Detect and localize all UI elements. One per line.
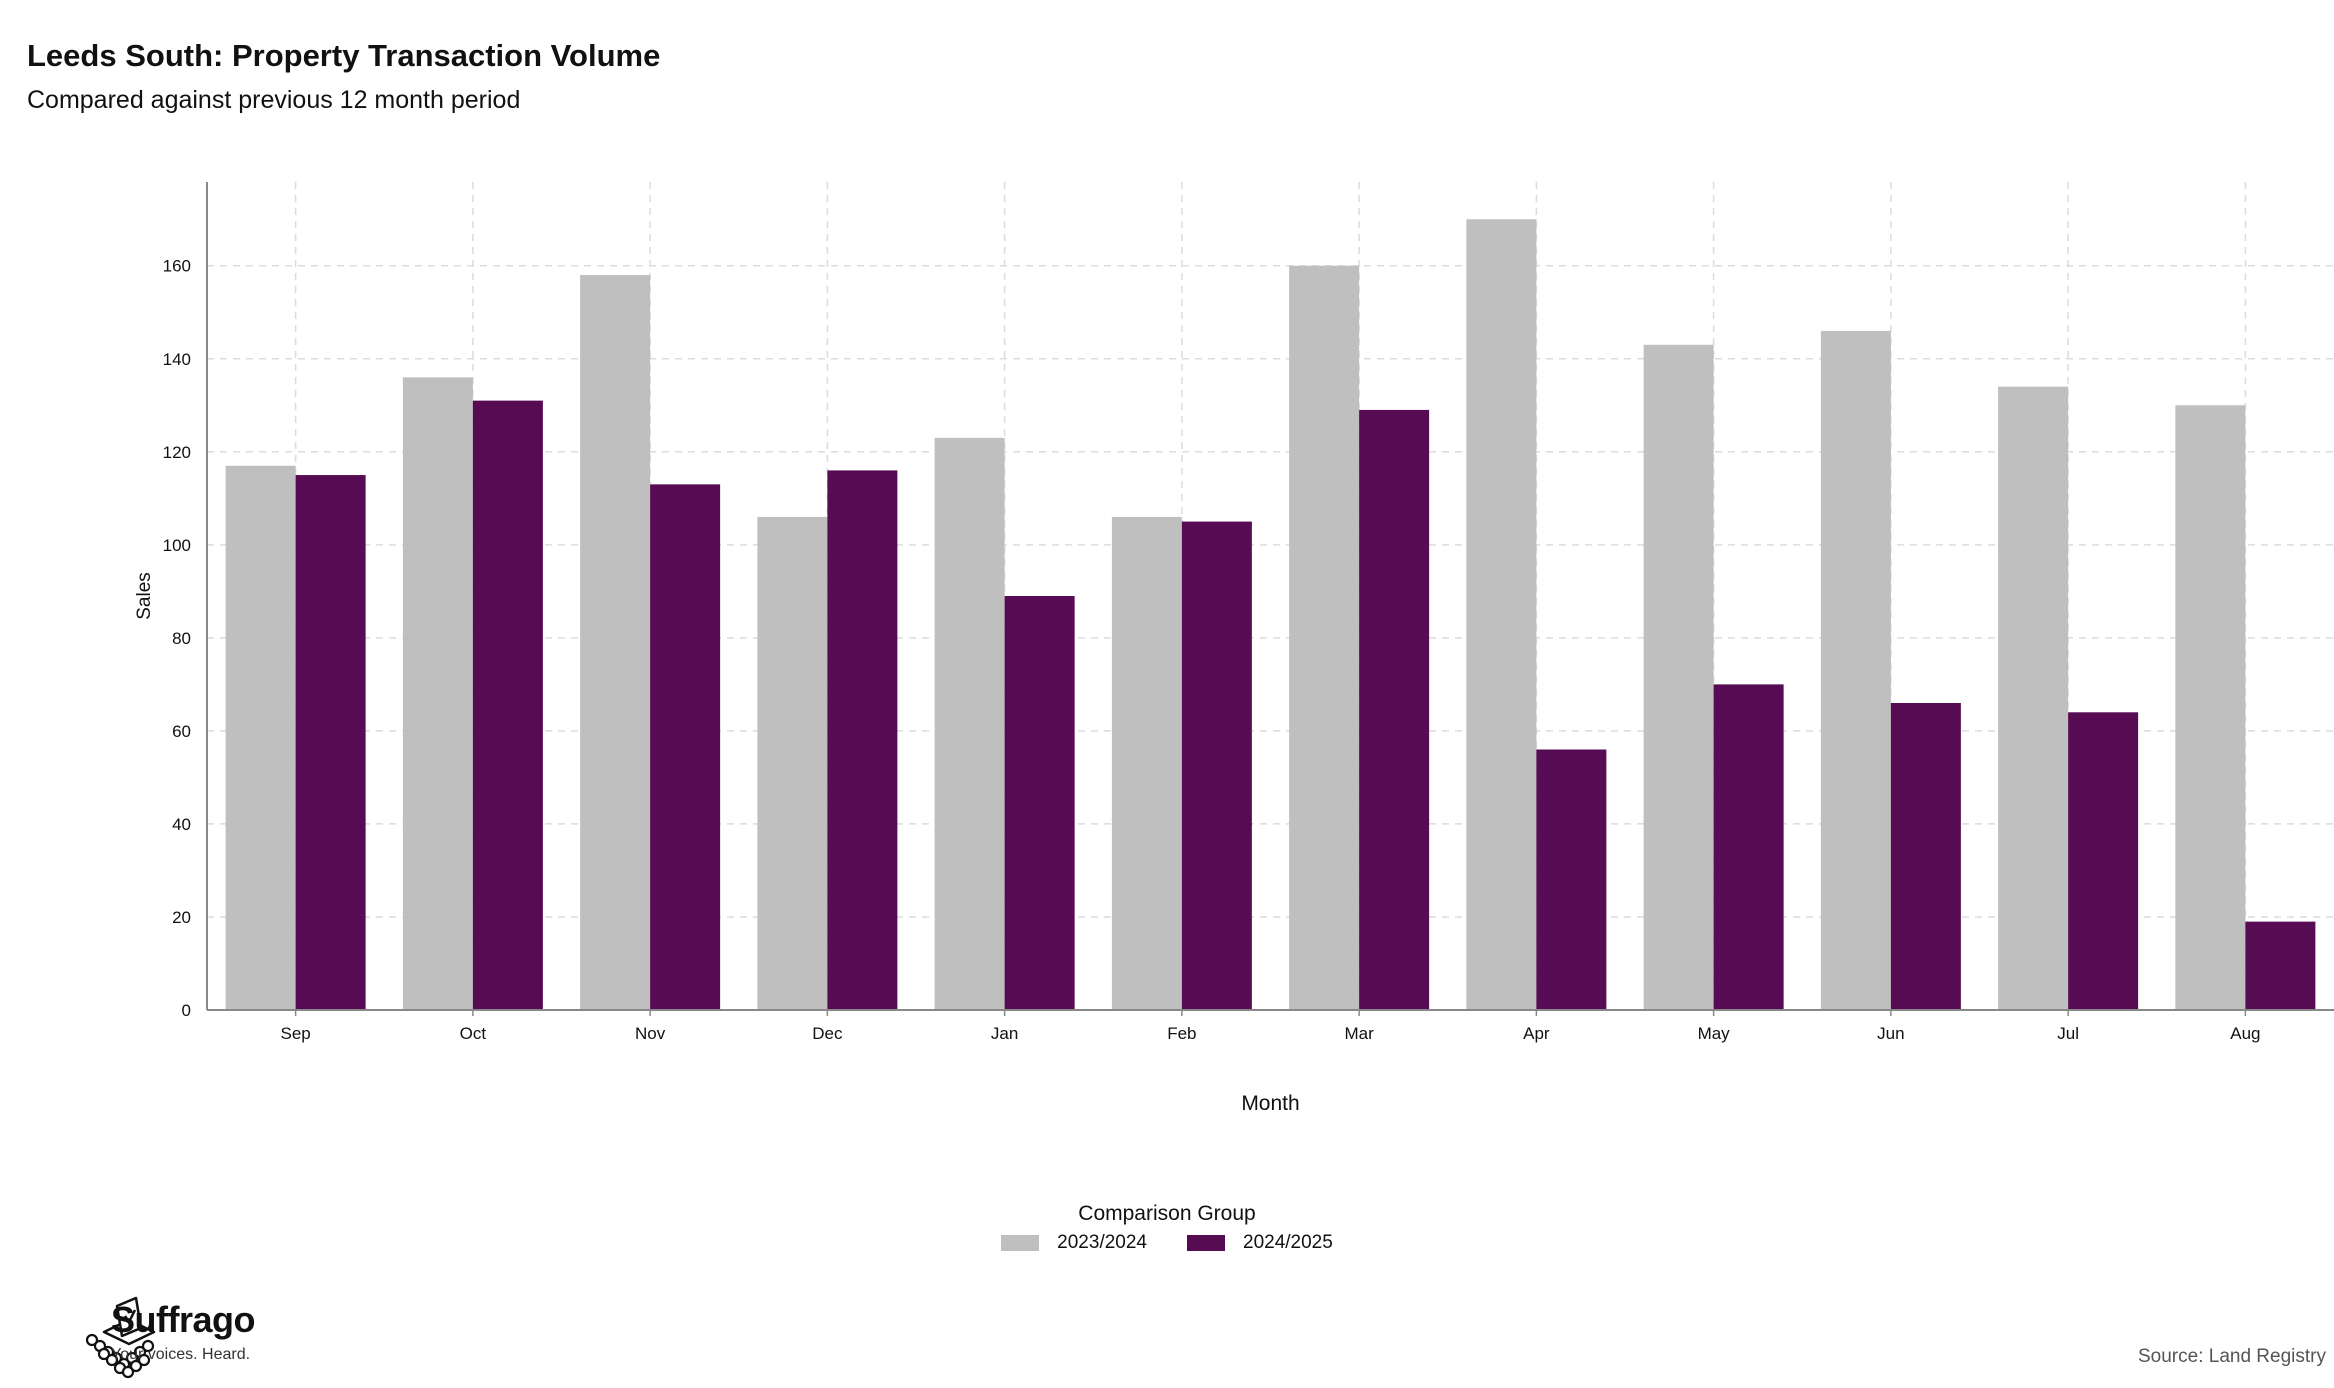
bar-curr-oct: [472, 400, 543, 1010]
legend-item-curr: 2024/2025: [1187, 1232, 1333, 1254]
brand-name: Suffrago: [111, 1299, 256, 1340]
x-tick-label: Nov: [635, 1024, 666, 1043]
bar-prev-nov: [580, 275, 651, 1011]
x-tick-label: Apr: [1523, 1024, 1550, 1043]
bar-curr-sep: [295, 475, 366, 1011]
y-tick-label: 160: [163, 257, 191, 276]
x-tick-label: Mar: [1344, 1024, 1374, 1043]
x-tick-label: Dec: [812, 1024, 843, 1043]
x-tick-label: Feb: [1167, 1024, 1196, 1043]
bar-prev-oct: [402, 377, 473, 1010]
y-tick-label: 140: [163, 350, 191, 369]
x-tick-label: Aug: [2230, 1024, 2260, 1043]
bar-curr-jul: [2068, 712, 2139, 1010]
legend-label-curr: 2024/2025: [1243, 1232, 1333, 1253]
bar-prev-mar: [1289, 265, 1360, 1010]
bar-curr-nov: [650, 484, 721, 1010]
bar-chart: 0 20 40 60 80 100 120 140 160 Sep Oct Nov Dec Jan Feb M…: [134, 182, 2334, 1115]
brand-tagline: Your voices. Heard.: [111, 1346, 251, 1363]
bar-curr-dec: [827, 470, 898, 1010]
bar-curr-apr: [1536, 749, 1607, 1010]
legend-title: Comparison Group: [1078, 1202, 1256, 1225]
bar-prev-feb: [1111, 516, 1182, 1010]
y-tick-label: 60: [172, 722, 191, 741]
source-note: Source: Land Registry: [2138, 1346, 2326, 1367]
x-tick-label: Oct: [460, 1024, 487, 1043]
chart-subtitle: Compared against previous 12 month perio…: [27, 86, 521, 114]
x-tick-label: Jun: [1877, 1024, 1904, 1043]
x-axis-title: Month: [1241, 1092, 1299, 1115]
bar-curr-aug: [2245, 921, 2316, 1010]
bar-prev-dec: [757, 516, 828, 1010]
y-tick-label: 20: [172, 908, 191, 927]
y-tick-label: 40: [172, 815, 191, 834]
legend-item-prev: 2023/2024: [1001, 1232, 1147, 1254]
legend: 2023/2024 2024/2025: [0, 1232, 2334, 1254]
chart-title: Leeds South: Property Transaction Volume: [27, 38, 661, 73]
bar-curr-mar: [1359, 409, 1430, 1010]
bar-prev-jul: [1998, 386, 2069, 1010]
bar-prev-aug: [2175, 405, 2246, 1010]
y-tick-label: 120: [163, 443, 191, 462]
y-tick-label: 80: [172, 629, 191, 648]
ballot-box-logo-icon: [85, 1296, 156, 1379]
bar-curr-jun: [1890, 702, 1961, 1010]
bar-prev-apr: [1466, 219, 1537, 1010]
y-tick-label: 100: [163, 536, 191, 555]
legend-swatch-prev: [1001, 1235, 1040, 1251]
bar-curr-feb: [1181, 521, 1252, 1010]
y-tick-label: 0: [182, 1001, 191, 1020]
bar-curr-may: [1713, 684, 1784, 1010]
bar-prev-sep: [225, 465, 296, 1010]
x-tick-label: Jan: [991, 1024, 1018, 1043]
bar-curr-jan: [1004, 596, 1075, 1010]
legend-swatch-curr: [1187, 1235, 1225, 1251]
y-axis-title: Sales: [134, 572, 155, 620]
x-tick-label: Sep: [281, 1024, 311, 1043]
x-tick-label: Jul: [2057, 1024, 2079, 1043]
x-tick-label: May: [1698, 1024, 1731, 1043]
bar-prev-may: [1643, 344, 1714, 1011]
bar-prev-jan: [934, 437, 1005, 1011]
bar-prev-jun: [1820, 330, 1891, 1010]
legend-label-prev: 2023/2024: [1057, 1232, 1147, 1253]
